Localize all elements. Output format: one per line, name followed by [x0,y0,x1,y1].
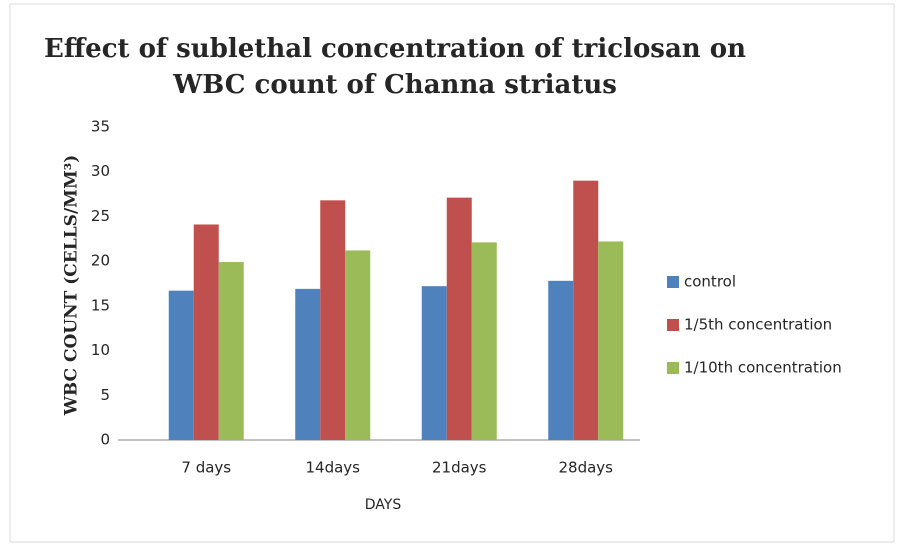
chart-title: Effect of sublethal concentration of tri… [44,34,746,64]
x-axis-label: DAYS [365,497,402,513]
y-tick-label: 35 [91,118,110,136]
y-axis-label: WBC COUNT (CELLS/MM³) [62,155,82,417]
x-tick-label: 14days [306,459,361,477]
bar [573,180,599,440]
y-tick-label: 0 [100,431,110,449]
y-tick-label: 10 [91,341,110,359]
bar [193,224,219,440]
y-tick-label: 30 [91,162,110,180]
legend-label: control [684,273,736,291]
chart-title: WBC count of Channa striatus [172,70,617,100]
y-tick-label: 15 [91,296,110,314]
bar [345,250,371,440]
y-tick-label: 20 [91,252,110,270]
bar [598,241,624,440]
x-tick-label: 7 days [181,459,231,477]
bar [471,242,497,440]
legend-label: 1/10th concentration [684,359,842,377]
y-tick-label: 25 [91,207,110,225]
bar [548,280,574,440]
legend-swatch [667,362,679,374]
legend-swatch [667,276,679,288]
legend-swatch [667,319,679,331]
bar [168,290,194,440]
x-tick-label: 21days [432,459,487,477]
y-tick-label: 5 [100,386,110,404]
bar [295,288,321,440]
legend-label: 1/5th concentration [684,316,832,334]
bar [421,286,447,440]
bar [446,197,472,440]
x-tick-label: 28days [559,459,614,477]
bar [218,262,244,440]
bar [320,200,346,440]
